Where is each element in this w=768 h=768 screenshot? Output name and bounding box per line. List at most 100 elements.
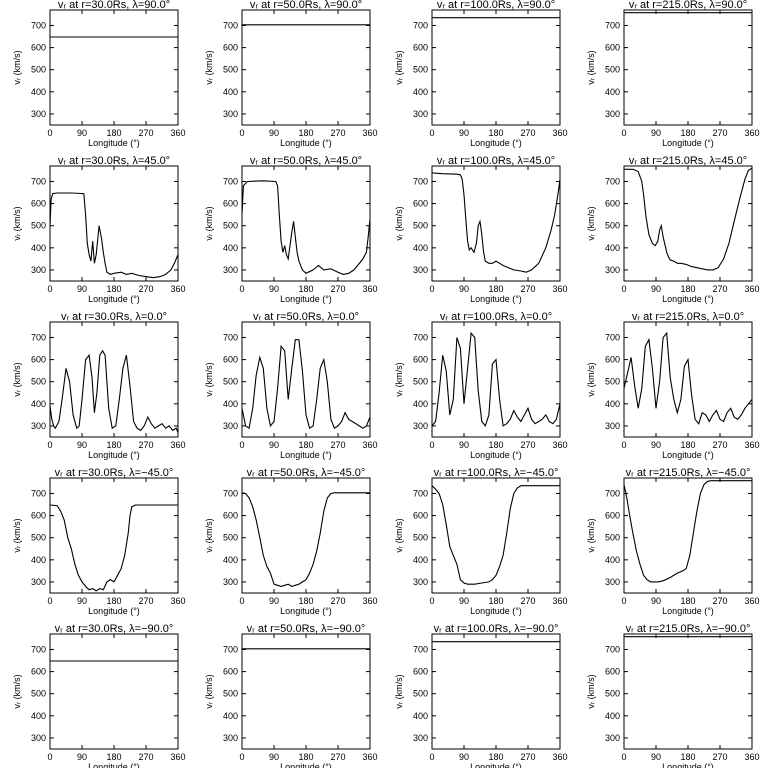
y-tick-label: 500 [605, 533, 620, 543]
panel-title: vᵣ at r=30.0Rs, λ=90.0° [58, 0, 170, 11]
y-tick-label: 500 [605, 377, 620, 387]
x-axis-label: Longitude (°) [88, 450, 140, 460]
y-axis-label: vᵣ (km/s) [12, 362, 22, 396]
x-tick-label: 90 [459, 440, 469, 450]
y-tick-label: 600 [31, 43, 46, 53]
x-tick-label: 90 [77, 440, 87, 450]
y-tick-label: 600 [605, 199, 620, 209]
y-tick-label: 700 [223, 20, 238, 30]
x-tick-label: 360 [744, 440, 759, 450]
x-axis-label: Longitude (°) [662, 294, 714, 304]
x-axis-label: Longitude (°) [280, 762, 332, 768]
panel-title: vᵣ at r=30.0Rs, λ=−45.0° [55, 467, 174, 479]
x-tick-label: 360 [170, 284, 185, 294]
x-tick-label: 270 [520, 128, 535, 138]
y-tick-label: 300 [223, 733, 238, 743]
y-tick-label: 400 [223, 399, 238, 409]
y-axis-label: vᵣ (km/s) [12, 206, 22, 240]
x-tick-label: 270 [520, 440, 535, 450]
y-tick-label: 700 [31, 20, 46, 30]
panel-4: vᵣ at r=215.0Rs, λ=90.0° 0 90 180 270 360 300 4… [586, 0, 760, 148]
panel-title: vᵣ at r=30.0Rs, λ=0.0° [61, 311, 167, 323]
x-tick-label: 90 [651, 128, 661, 138]
plot-frame [623, 477, 753, 594]
y-tick-label: 400 [31, 399, 46, 409]
y-tick-label: 400 [605, 87, 620, 97]
y-tick-label: 700 [413, 644, 428, 654]
y-tick-label: 400 [31, 711, 46, 721]
panel-20: vᵣ at r=215.0Rs, λ=−90.0° 0 90 180 270 360 300… [586, 623, 760, 768]
y-tick-label: 300 [605, 265, 620, 275]
y-tick-label: 400 [413, 87, 428, 97]
y-tick-label: 700 [31, 332, 46, 342]
panel-17: vᵣ at r=30.0Rs, λ=−90.0° 0 90 180 270 360 300 4… [12, 623, 186, 768]
x-tick-label: 0 [239, 752, 244, 762]
y-axis-label: vᵣ (km/s) [586, 518, 596, 552]
x-tick-label: 0 [47, 128, 52, 138]
x-tick-label: 270 [330, 128, 345, 138]
panel-title: vᵣ at r=50.0Rs, λ=−90.0° [247, 623, 366, 635]
series-line [624, 167, 752, 271]
y-tick-label: 300 [223, 577, 238, 587]
x-axis-label: Longitude (°) [470, 606, 522, 616]
panel-1: vᵣ at r=30.0Rs, λ=90.0° 0 90 180 270 360 300 40… [12, 0, 186, 148]
x-tick-label: 270 [138, 128, 153, 138]
x-axis-label: Longitude (°) [662, 762, 714, 768]
x-axis-label: Longitude (°) [280, 138, 332, 148]
panel-5: vᵣ at r=30.0Rs, λ=45.0° 0 90 180 270 360 300 40… [12, 155, 186, 304]
y-axis-label: vᵣ (km/s) [586, 206, 596, 240]
x-tick-label: 360 [744, 596, 759, 606]
x-tick-label: 360 [170, 440, 185, 450]
x-tick-label: 0 [621, 596, 626, 606]
panel-16: vᵣ at r=215.0Rs, λ=−45.0° 0 90 180 270 360 300… [586, 467, 760, 616]
panel-title: vᵣ at r=215.0Rs, λ=−45.0° [626, 467, 751, 479]
x-tick-label: 360 [170, 752, 185, 762]
plot-frame [623, 165, 753, 282]
panel-title: vᵣ at r=50.0Rs, λ=90.0° [250, 0, 362, 11]
y-tick-label: 400 [31, 87, 46, 97]
x-axis-label: Longitude (°) [470, 762, 522, 768]
y-tick-label: 600 [605, 43, 620, 53]
x-tick-label: 90 [459, 284, 469, 294]
x-tick-label: 180 [680, 128, 695, 138]
y-axis-label: vᵣ (km/s) [12, 518, 22, 552]
x-tick-label: 90 [77, 596, 87, 606]
panel-title: vᵣ at r=100.0Rs, λ=−45.0° [434, 467, 559, 479]
panel-11: vᵣ at r=100.0Rs, λ=0.0° 0 90 180 270 360 300 40… [394, 311, 568, 460]
x-tick-label: 180 [680, 440, 695, 450]
x-tick-label: 90 [269, 752, 279, 762]
x-tick-label: 180 [488, 596, 503, 606]
x-tick-label: 180 [680, 752, 695, 762]
plot-frame [623, 633, 753, 750]
y-axis-label: vᵣ (km/s) [586, 50, 596, 84]
y-tick-label: 300 [413, 265, 428, 275]
y-tick-label: 500 [31, 65, 46, 75]
x-tick-label: 360 [362, 440, 377, 450]
x-tick-label: 0 [47, 596, 52, 606]
panel-title: vᵣ at r=100.0Rs, λ=−90.0° [434, 623, 559, 635]
y-tick-label: 600 [31, 511, 46, 521]
series-line [242, 492, 370, 587]
x-tick-label: 360 [362, 596, 377, 606]
x-tick-label: 180 [680, 596, 695, 606]
plot-frame [623, 321, 753, 438]
y-axis-label: vᵣ (km/s) [12, 50, 22, 84]
y-tick-label: 700 [223, 176, 238, 186]
x-tick-label: 0 [239, 128, 244, 138]
y-tick-label: 300 [605, 577, 620, 587]
x-axis-label: Longitude (°) [662, 606, 714, 616]
y-tick-label: 400 [605, 243, 620, 253]
panel-13: vᵣ at r=30.0Rs, λ=−45.0° 0 90 180 270 360 300 4… [12, 467, 186, 616]
x-tick-label: 180 [488, 752, 503, 762]
y-tick-label: 700 [605, 20, 620, 30]
x-tick-label: 270 [138, 440, 153, 450]
x-axis-label: Longitude (°) [88, 762, 140, 768]
x-tick-label: 360 [552, 752, 567, 762]
y-axis-label: vᵣ (km/s) [394, 518, 404, 552]
y-axis-label: vᵣ (km/s) [12, 674, 22, 708]
x-tick-label: 0 [429, 128, 434, 138]
x-tick-label: 90 [459, 752, 469, 762]
y-tick-label: 600 [413, 667, 428, 677]
x-tick-label: 360 [362, 752, 377, 762]
y-tick-label: 300 [31, 577, 46, 587]
